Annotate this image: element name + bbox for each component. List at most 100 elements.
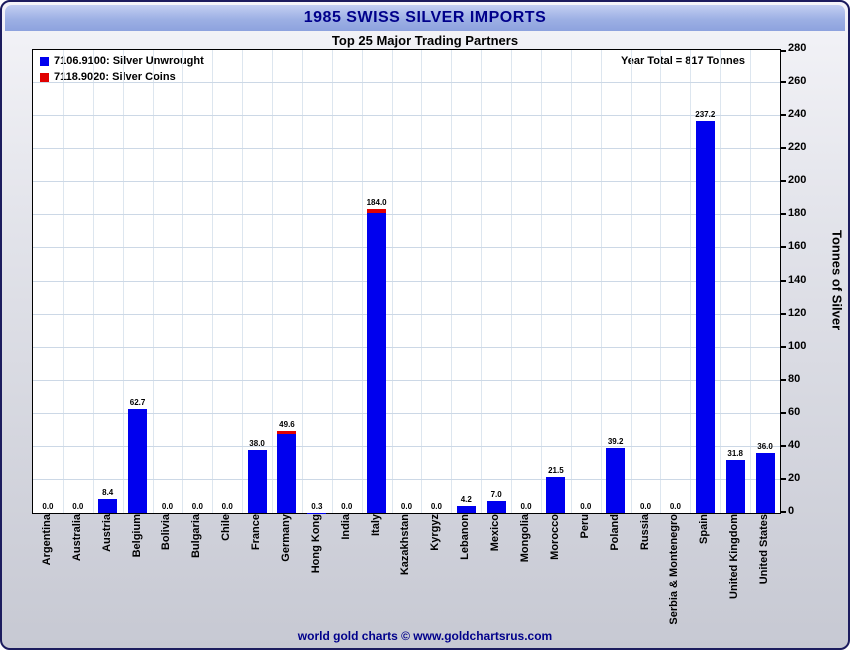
y-tick-mark	[781, 246, 786, 249]
x-axis-label: Poland	[600, 514, 630, 551]
x-axis-label-text: Lebanon	[459, 514, 472, 560]
v-gridline	[540, 50, 542, 513]
x-axis-label-text: Spain	[698, 514, 711, 544]
v-gridline	[272, 50, 274, 513]
v-gridline	[92, 50, 94, 513]
bar-value-label: 0.0	[669, 502, 681, 511]
x-axis-label: Spain	[689, 514, 719, 544]
y-tick-mark	[781, 81, 786, 84]
bar-value-label: 0.3	[311, 501, 323, 511]
x-axis-label: Morocco	[540, 514, 570, 560]
y-axis-title: Tonnes of Silver	[826, 49, 848, 512]
x-axis-label-text: Argentina	[40, 514, 53, 566]
bar	[695, 120, 715, 513]
y-tick-mark	[781, 279, 786, 282]
bar	[546, 477, 566, 513]
v-gridline	[421, 50, 423, 513]
v-gridline	[481, 50, 483, 513]
y-tick-mark	[781, 444, 786, 447]
bar-segment-coins	[367, 208, 387, 213]
x-axis-label: Germany	[271, 514, 301, 562]
x-axis-label-text: Morocco	[548, 514, 561, 560]
x-axis-label: Bolivia	[152, 514, 182, 550]
h-gridline	[33, 247, 780, 249]
bar-value-label: 0.0	[191, 502, 203, 511]
chart-subtitle: Top 25 Major Trading Partners	[331, 33, 519, 48]
x-axis-label: France	[241, 514, 271, 550]
bar-value-label: 39.2	[607, 437, 624, 447]
x-axis-label-text: Austria	[100, 514, 113, 552]
h-gridline	[33, 82, 780, 84]
x-axis-label-text: Germany	[279, 514, 292, 562]
h-gridline	[33, 412, 780, 414]
y-tick-label: 120	[788, 306, 807, 319]
v-gridline	[570, 50, 572, 513]
v-gridline	[242, 50, 244, 513]
x-axis-label-text: Belgium	[130, 514, 143, 558]
plot-area: 7106.9100: Silver Unwrought 7118.9020: S…	[32, 49, 786, 514]
bar	[486, 501, 506, 513]
bar-value-label: 36.0	[757, 442, 773, 452]
v-gridline	[212, 50, 214, 513]
x-axis-label: United States	[749, 514, 779, 584]
bar	[367, 208, 387, 513]
v-gridline	[511, 50, 513, 513]
bar-value-label: 38.0	[249, 439, 265, 449]
legend-item-coins: 7118.9020: Silver Coins	[40, 71, 204, 83]
x-axis-label-text: Italy	[369, 514, 382, 537]
legend-item-unwrought: 7106.9100: Silver Unwrought	[40, 55, 204, 67]
bar-value-label: 0.0	[221, 502, 233, 511]
year-total-annotation: Year Total = 817 Tonnes	[620, 55, 745, 67]
h-gridline	[33, 346, 780, 348]
bar-segment-unwrought	[98, 499, 118, 513]
x-axis-label-text: United States	[758, 514, 771, 585]
legend-label-coins: 7118.9020: Silver Coins	[54, 71, 176, 83]
x-axis-label: Kyrgyz	[420, 514, 450, 551]
v-gridline	[690, 50, 692, 513]
x-axis-label-text: Peru	[578, 514, 591, 539]
v-gridline	[630, 50, 632, 513]
bar-value-label: 0.0	[580, 502, 592, 511]
bar-value-label: 0.0	[639, 502, 652, 511]
bar-value-label: 4.2	[460, 495, 472, 505]
y-axis-title-text: Tonnes of Silver	[829, 230, 845, 331]
y-tick-label: 180	[788, 207, 807, 220]
y-tick-mark	[781, 50, 786, 52]
bar-value-label: 7.0	[490, 490, 502, 500]
v-gridline	[451, 50, 453, 513]
x-axis-label: Peru	[570, 514, 600, 538]
y-tick-label: 60	[788, 405, 801, 418]
chart-title: 1985 SWISS SILVER IMPORTS	[5, 5, 845, 31]
y-tick-label: 160	[788, 240, 807, 253]
y-tick-mark	[781, 477, 786, 480]
y-tick-mark	[781, 378, 786, 381]
bar-segment-unwrought	[247, 450, 267, 513]
x-axis-label: Mexico	[480, 514, 510, 551]
bar-segment-unwrought	[367, 212, 387, 513]
x-axis-label-text: Mexico	[489, 514, 502, 552]
x-axis-label: Serbia & Montenegro	[659, 514, 689, 625]
y-tick-mark	[781, 147, 786, 150]
bar	[456, 506, 476, 513]
h-gridline	[33, 280, 780, 282]
y-tick-mark	[781, 312, 786, 315]
x-axis-label: Italy	[361, 514, 391, 536]
y-tick-mark	[781, 345, 786, 348]
bar-segment-unwrought	[606, 448, 626, 513]
bar-value-label: 8.4	[102, 488, 114, 498]
footer-credit: world gold charts © www.goldchartsrus.co…	[297, 629, 553, 643]
h-gridline	[33, 214, 780, 216]
v-gridline	[152, 50, 154, 513]
y-tick-label: 80	[788, 372, 801, 385]
x-axis-label: Austria	[92, 514, 122, 552]
y-tick-mark	[781, 411, 786, 414]
bar	[98, 499, 118, 513]
bar-segment-unwrought	[277, 434, 297, 513]
bar	[755, 453, 775, 513]
v-gridline	[600, 50, 602, 513]
bar	[128, 409, 148, 513]
v-gridline	[331, 50, 333, 513]
y-tick-label: 140	[788, 273, 807, 286]
x-axis-label-text: Australia	[70, 514, 83, 562]
bar	[247, 450, 267, 513]
